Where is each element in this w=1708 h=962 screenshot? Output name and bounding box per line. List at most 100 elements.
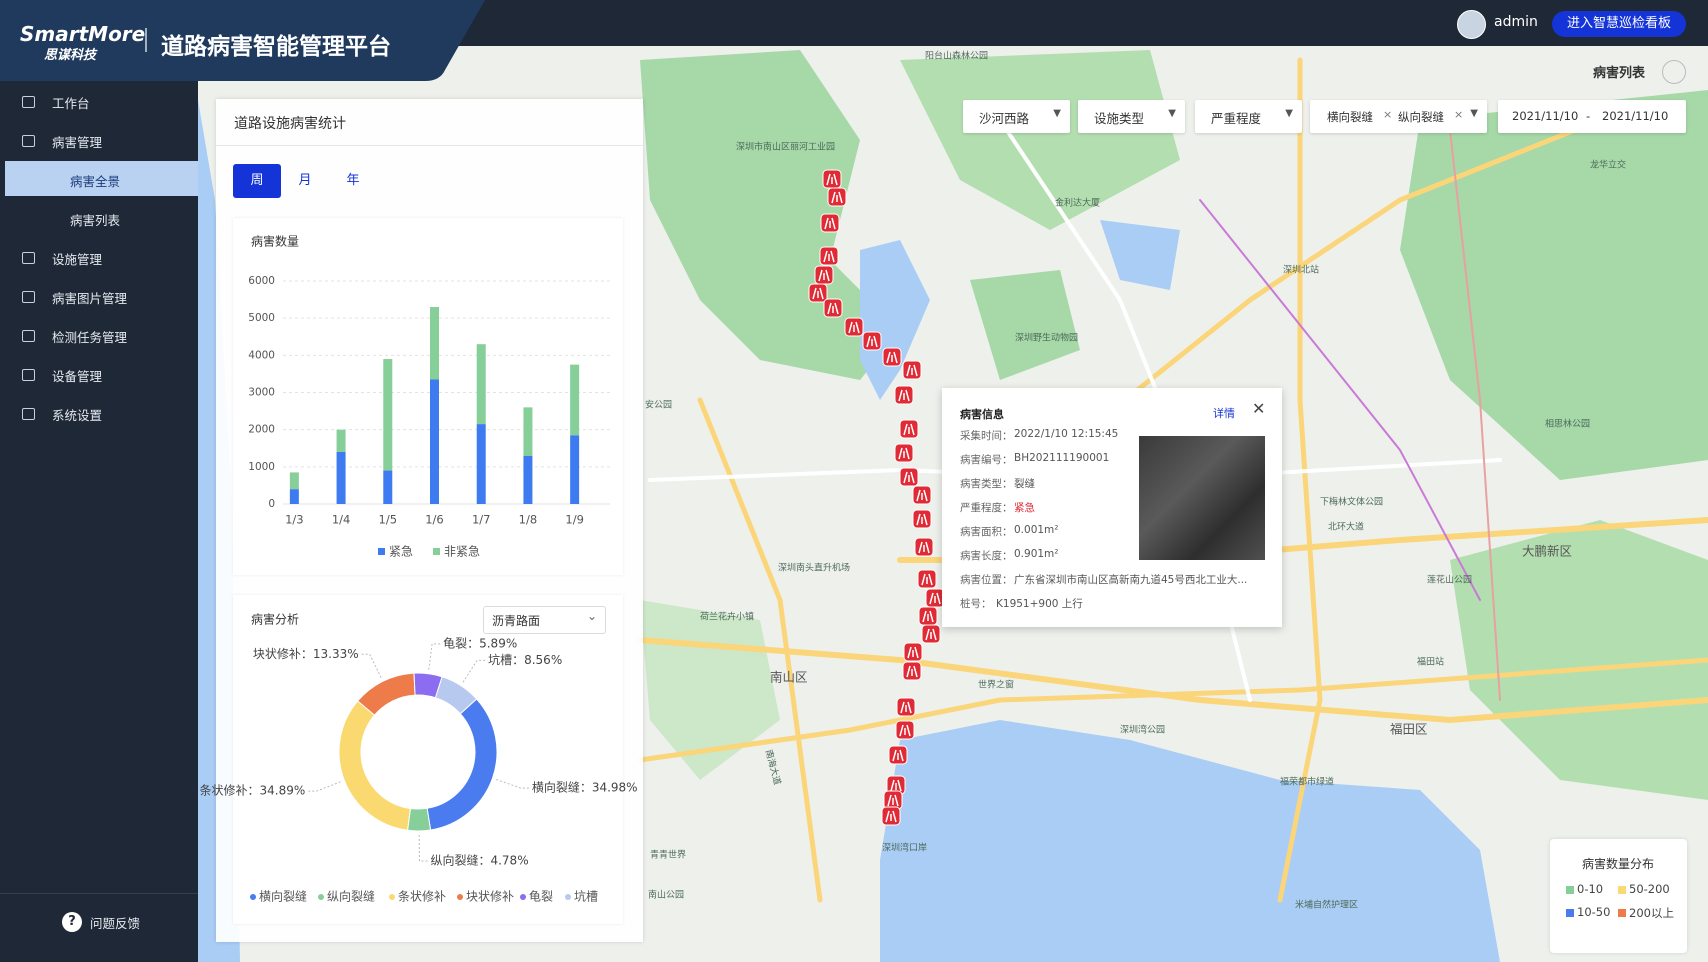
defect-marker[interactable] [814, 265, 834, 285]
menu-icon [22, 252, 35, 264]
list-toggle[interactable] [1662, 60, 1686, 84]
brand: SmartMore [20, 22, 146, 46]
defect-marker[interactable] [912, 509, 932, 529]
pie-card [233, 595, 623, 924]
popup-detail[interactable]: 详情 [1213, 407, 1235, 420]
filter-arrow: ▼ [1285, 108, 1293, 119]
defect-marker[interactable] [899, 467, 919, 487]
defect-marker[interactable] [899, 419, 919, 439]
marker-glyph [900, 701, 912, 714]
tag-select[interactable]: 横向裂缝 × 纵向裂缝 × ▼ [1310, 100, 1487, 133]
map-place: 南山区 [770, 670, 808, 685]
map-place: 深圳湾公园 [1120, 724, 1165, 736]
dashboard-button[interactable]: 进入智慧巡检看板 [1552, 11, 1686, 37]
map-place: 深圳市南山区丽河工业园 [736, 141, 835, 153]
defect-marker[interactable] [912, 485, 932, 505]
date-range[interactable]: 2021/11/10-2021/11/10 [1498, 100, 1686, 133]
menu-item[interactable]: 检测任务管理 [52, 330, 128, 345]
defect-marker[interactable] [918, 606, 938, 626]
info-popup: 病害信息 详情 ✕ 采集时间： 2022/1/10 12:15:45 病害编号： BH… [942, 388, 1282, 627]
map-place: 福田区 [1390, 722, 1428, 737]
defect-marker[interactable] [894, 385, 914, 405]
defect-marker[interactable] [894, 443, 914, 463]
field-label: 病害编号： [960, 454, 1013, 466]
defect-marker[interactable] [917, 569, 937, 589]
defect-marker[interactable] [819, 246, 839, 266]
defect-marker[interactable] [888, 745, 908, 765]
menu-item[interactable]: 设备管理 [52, 369, 103, 384]
legend-swatch [1566, 909, 1574, 917]
defect-marker[interactable] [820, 213, 840, 233]
marker-glyph [906, 665, 918, 678]
field-label: 采集时间： [960, 430, 1013, 442]
menu-subitem[interactable]: 病害列表 [70, 213, 121, 228]
filter-arrow: ▼ [1168, 108, 1176, 119]
field-label: 病害位置： [960, 574, 1013, 586]
menu-subitem[interactable]: 病害全景 [70, 174, 121, 189]
map-place: 北环大道 [1328, 521, 1364, 533]
defect-marker[interactable] [883, 790, 903, 810]
pie-select[interactable]: 沥青路面 ⌄ [483, 606, 606, 634]
legend-swatch [1618, 886, 1626, 894]
defect-marker[interactable] [862, 331, 882, 351]
defect-marker[interactable] [895, 720, 915, 740]
period-tab[interactable]: 周 [233, 164, 281, 198]
user-name[interactable]: admin [1494, 14, 1538, 30]
map-place: 深圳湾口岸 [882, 842, 927, 854]
marker-glyph [812, 287, 824, 300]
defect-marker[interactable] [881, 806, 901, 826]
map-place: 莲花山公园 [1427, 574, 1472, 586]
defect-marker[interactable] [822, 169, 842, 189]
defect-marker[interactable] [914, 537, 934, 557]
menu-icon [22, 96, 35, 108]
menu-item[interactable]: 设施管理 [52, 252, 103, 267]
legend-label: 10-50 [1577, 905, 1611, 919]
period-tab[interactable]: 年 [346, 173, 360, 188]
feedback[interactable]: 问题反馈 [90, 916, 141, 931]
defect-marker[interactable] [844, 317, 864, 337]
marker-glyph [916, 489, 928, 502]
defect-marker[interactable] [903, 642, 923, 662]
filter-select[interactable]: 严重程度 ▼ [1195, 100, 1302, 133]
app-title: 道路病害智能管理平台 [161, 34, 391, 60]
divider [216, 145, 643, 146]
popup-close[interactable]: ✕ [1252, 399, 1266, 418]
map-place: 青青世界 [650, 849, 686, 861]
defect-marker[interactable] [902, 661, 922, 681]
marker-glyph [886, 351, 898, 364]
menu-icon [22, 291, 35, 303]
legend-label: 50-200 [1629, 882, 1670, 896]
map-place: 福荣都市绿道 [1280, 776, 1334, 788]
defect-marker[interactable] [902, 360, 922, 380]
menu-item[interactable]: 系统设置 [52, 408, 103, 423]
defect-marker[interactable] [827, 187, 847, 207]
tag-remove[interactable]: × [1454, 108, 1464, 121]
marker-glyph [921, 573, 933, 586]
defect-marker[interactable] [808, 283, 828, 303]
sidebar: 工作台病害管理病害全景病害列表设施管理病害图片管理 检测任务管理 设备管理系统设置?… [0, 81, 198, 962]
feedback-icon: ? [62, 912, 82, 932]
map-place: 深圳北站 [1283, 264, 1319, 276]
period-tab[interactable]: 月 [298, 173, 312, 188]
select-arrow: ⌄ [586, 609, 597, 623]
defect-marker[interactable] [882, 347, 902, 367]
filter-select[interactable]: 设施类型 ▼ [1078, 100, 1185, 133]
menu-item[interactable]: 工作台 [52, 96, 90, 111]
filter-arrow: ▼ [1470, 108, 1478, 119]
marker-glyph [823, 250, 835, 263]
defect-marker[interactable] [921, 624, 941, 644]
marker-glyph [892, 749, 904, 762]
menu-item[interactable]: 病害管理 [52, 135, 103, 150]
defect-marker[interactable] [823, 298, 843, 318]
tag-remove[interactable]: × [1383, 108, 1393, 121]
defect-marker[interactable] [896, 697, 916, 717]
filter-text: 设施类型 [1094, 111, 1145, 126]
filter-select[interactable]: 沙河西路 ▼ [963, 100, 1070, 133]
list-title[interactable]: 病害列表 [1593, 66, 1646, 81]
bar-card [233, 218, 623, 575]
marker-glyph [903, 471, 915, 484]
legend-swatch [1618, 909, 1626, 917]
menu-item[interactable]: 病害图片管理 [52, 291, 128, 306]
avatar[interactable] [1457, 10, 1486, 39]
